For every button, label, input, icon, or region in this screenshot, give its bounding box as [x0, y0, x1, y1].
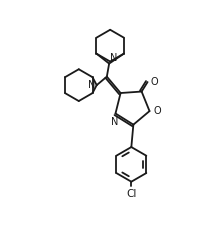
Text: O: O: [150, 77, 158, 87]
Text: N: N: [111, 117, 118, 126]
Text: Cl: Cl: [126, 189, 137, 199]
Text: O: O: [153, 106, 161, 116]
Text: N: N: [110, 53, 117, 63]
Text: N: N: [88, 80, 96, 90]
